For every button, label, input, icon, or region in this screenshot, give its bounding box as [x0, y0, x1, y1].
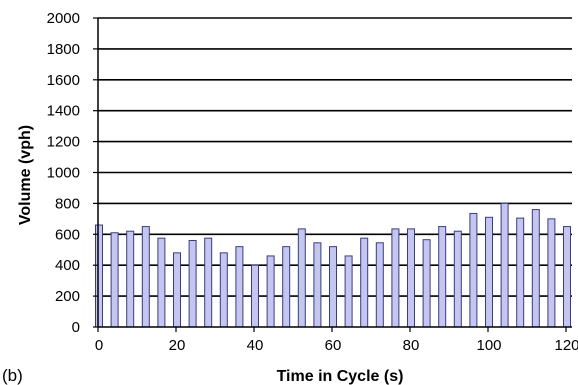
y-tick-label: 800	[55, 195, 80, 212]
x-tick-label: 20	[169, 337, 186, 354]
y-tick-label: 1600	[47, 72, 80, 89]
x-tick-labels: 0 20 40 60 80 100 120	[95, 337, 578, 354]
bar	[422, 239, 431, 328]
bar	[297, 228, 306, 328]
bar	[469, 212, 478, 328]
bar	[110, 232, 119, 328]
bar	[438, 226, 447, 328]
bar	[141, 226, 150, 328]
x-tick-label: 80	[403, 337, 420, 354]
bar	[375, 242, 384, 328]
bar	[282, 246, 291, 328]
bar	[329, 246, 337, 328]
bar	[266, 255, 275, 328]
bar	[485, 216, 493, 328]
y-tick-label: 600	[55, 226, 80, 243]
y-tick-label: 200	[55, 288, 80, 305]
bar	[188, 239, 197, 328]
bar	[251, 264, 259, 328]
y-tick-label: 1400	[47, 103, 80, 120]
bar	[453, 230, 462, 328]
y-tick-labels: 0 200 400 600 800 1000 1200 1400 1600 1800 2000	[47, 10, 80, 336]
x-tick-label: 120	[554, 337, 578, 354]
bar	[344, 255, 353, 328]
bar	[235, 246, 244, 328]
y-tick-label: 1200	[47, 134, 80, 151]
x-tick-label: 100	[476, 337, 501, 354]
bar	[391, 228, 400, 328]
bar	[563, 226, 571, 328]
y-tick-label: 0	[72, 319, 80, 336]
bar	[407, 228, 415, 328]
bar	[157, 237, 166, 328]
bars	[95, 202, 571, 328]
panel-label: (b)	[2, 366, 23, 385]
y-tick-label: 400	[55, 257, 80, 274]
bar	[500, 202, 509, 328]
y-tick-label: 2000	[47, 10, 80, 27]
bar	[360, 237, 369, 328]
bar	[173, 252, 181, 328]
bar	[126, 230, 135, 328]
bar	[547, 218, 556, 328]
bar	[219, 252, 228, 328]
y-tick-label: 1800	[47, 41, 80, 58]
x-axis-title: Time in Cycle (s)	[277, 368, 404, 385]
bar	[204, 237, 213, 328]
bar	[313, 242, 322, 328]
y-tick-label: 1000	[47, 165, 80, 182]
bar	[531, 209, 540, 328]
bar	[516, 217, 525, 328]
x-tick-label: 60	[325, 337, 342, 354]
x-tick-label: 0	[95, 337, 103, 354]
x-tick-label: 40	[247, 337, 264, 354]
y-axis-title: Volume (vph)	[17, 125, 34, 225]
axes	[93, 17, 572, 332]
bar	[95, 224, 103, 328]
